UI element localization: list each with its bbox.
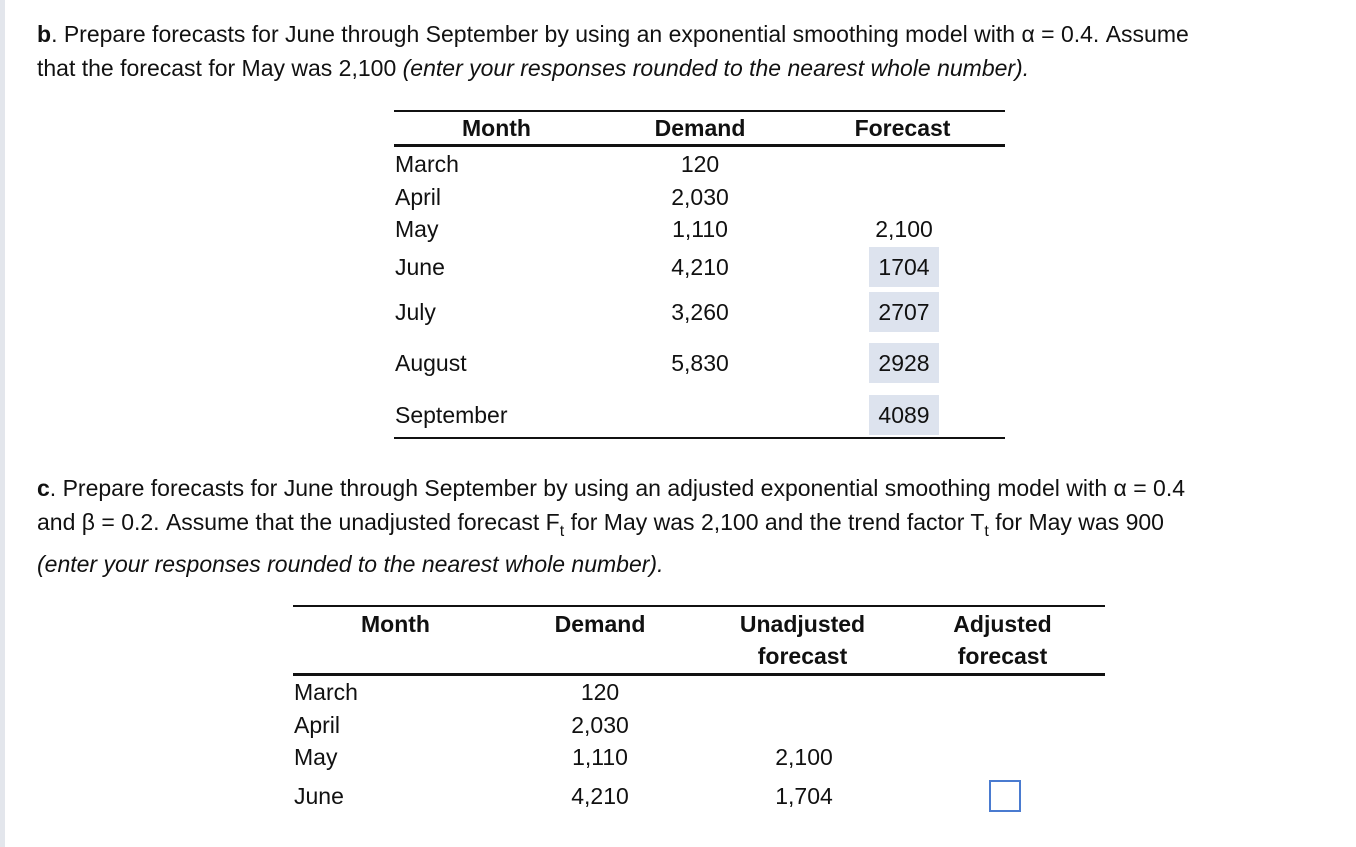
part-b-instruction-line-2: that the forecast for May was 2,100 (ent… <box>37 55 1030 81</box>
header-forecast: Forecast <box>854 115 951 141</box>
table-row-month: September <box>395 402 508 428</box>
header-rule <box>394 144 1005 147</box>
table-row-unadjusted: 1,704 <box>775 783 833 809</box>
part-c-instruction-line-2: and β = 0.2. Assume that the unadjusted … <box>37 509 1164 540</box>
header-adjusted-line-2: forecast <box>957 643 1048 669</box>
table-row-demand: 1,110 <box>572 744 628 770</box>
header-demand: Demand <box>654 115 746 141</box>
table-row-month: August <box>395 350 467 376</box>
table-row-month: July <box>395 299 436 325</box>
table-row-month: April <box>294 712 341 738</box>
table-row-demand: 120 <box>680 151 720 177</box>
table-row-month: April <box>395 184 442 210</box>
table-row-demand: 1,110 <box>672 216 728 242</box>
table-row-month: March <box>395 151 459 177</box>
header-unadjusted-forecast: Unadjusted forecast <box>700 610 905 670</box>
table-row-demand: 3,260 <box>671 299 729 325</box>
header-unadjusted-line-1: Unadjusted <box>739 611 866 637</box>
table-row-demand: 120 <box>580 679 620 705</box>
part-b-instruction-line-1: b. Prepare forecasts for June through Se… <box>37 21 1189 47</box>
table-row-month: June <box>395 254 445 280</box>
table-row-demand: 2,030 <box>571 712 629 738</box>
left-border <box>0 0 5 847</box>
header-rule <box>293 673 1105 676</box>
table-row-demand: 4,210 <box>671 254 729 280</box>
table-top-rule <box>293 605 1105 607</box>
header-month: Month <box>361 611 430 637</box>
table-row-month: May <box>395 216 439 242</box>
table-bottom-rule <box>394 437 1005 439</box>
table-top-rule <box>394 110 1005 112</box>
part-c-instruction-line-3: (enter your responses rounded to the nea… <box>37 551 664 577</box>
table-row-forecast: 2,100 <box>875 216 933 242</box>
header-adjusted-line-1: Adjusted <box>953 611 1052 637</box>
table-row-unadjusted: 2,100 <box>775 744 833 770</box>
forecast-answer-september[interactable]: 4089 <box>869 395 939 435</box>
table-row-month: June <box>294 783 344 809</box>
table-row-month: March <box>294 679 358 705</box>
table-row-demand: 2,030 <box>671 184 729 210</box>
header-demand: Demand <box>554 611 646 637</box>
header-unadjusted-line-2: forecast <box>757 643 848 669</box>
forecast-answer-august[interactable]: 2928 <box>869 343 939 383</box>
table-row-demand: 5,830 <box>671 350 729 376</box>
adjusted-forecast-input-june[interactable] <box>989 780 1021 812</box>
forecast-answer-june[interactable]: 1704 <box>869 247 939 287</box>
table-row-month: May <box>294 744 338 770</box>
header-month: Month <box>462 115 531 141</box>
forecast-answer-july[interactable]: 2707 <box>869 292 939 332</box>
header-adjusted-forecast: Adjusted forecast <box>900 610 1105 670</box>
table-row-demand: 4,210 <box>571 783 629 809</box>
part-c-instruction-line-1: c. Prepare forecasts for June through Se… <box>37 475 1186 501</box>
